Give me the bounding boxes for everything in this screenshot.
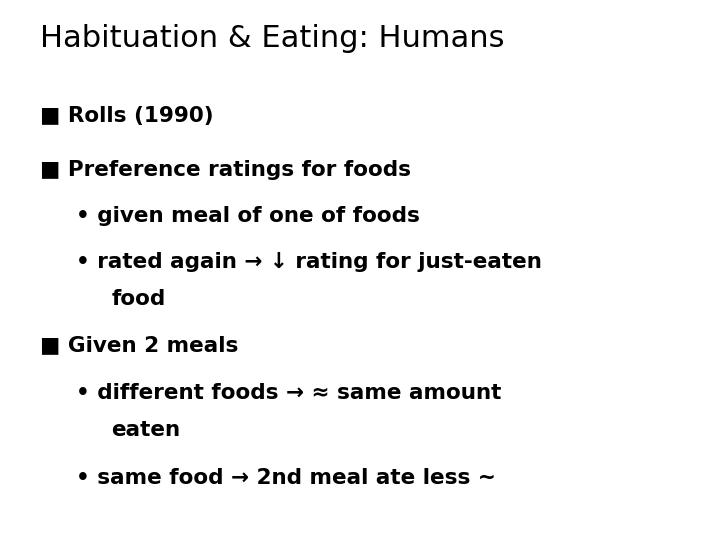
Text: eaten: eaten [112,420,181,440]
Text: • same food → 2nd meal ate less ~: • same food → 2nd meal ate less ~ [76,468,495,488]
Text: ■ Rolls (1990): ■ Rolls (1990) [40,106,213,126]
Text: food: food [112,288,166,309]
Text: • rated again → ↓ rating for just-eaten: • rated again → ↓ rating for just-eaten [76,252,541,272]
Text: • different foods → ≈ same amount: • different foods → ≈ same amount [76,383,501,403]
Text: Habituation & Eating: Humans: Habituation & Eating: Humans [40,24,504,53]
Text: • given meal of one of foods: • given meal of one of foods [76,206,420,226]
Text: ■ Given 2 meals: ■ Given 2 meals [40,335,238,356]
Text: ■ Preference ratings for foods: ■ Preference ratings for foods [40,160,410,180]
